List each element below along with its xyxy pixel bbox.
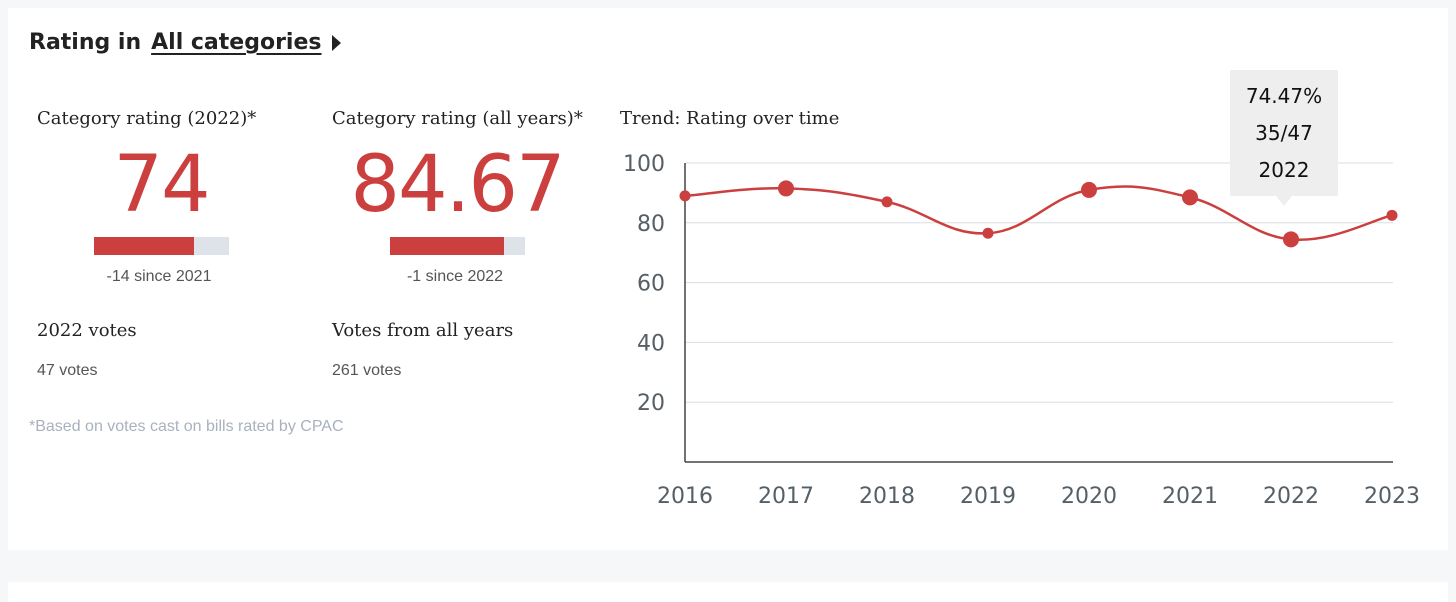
tooltip-percent: 74.47% [1245,83,1323,108]
y-tick-label: 20 [637,391,665,416]
y-tick-label: 40 [637,331,665,356]
rating-card [8,8,1448,550]
x-tick-label: 2022 [1263,484,1319,509]
y-tick-label: 100 [623,152,665,177]
data-point [881,196,893,208]
x-tick-label: 2016 [657,484,713,509]
data-point [778,180,794,197]
rating-bar-fill-all-years [390,237,505,255]
metric-value-all-years: 84.67 [350,140,565,230]
data-point [1386,209,1398,221]
tooltip-votes: 35/47 [1255,120,1313,145]
footnote: *Based on votes cast on bills rated by C… [29,418,344,435]
rating-bar-all-years [390,237,525,255]
chart-tooltip: 74.47% 35/47 2022 [1230,70,1338,206]
x-tick-label: 2020 [1061,484,1117,509]
data-point [982,227,994,239]
data-point [1081,181,1097,198]
y-tick-label: 80 [637,212,665,237]
x-tick-label: 2023 [1364,484,1420,509]
metric-label-2022: Category rating (2022)* [37,108,257,129]
votes-value-2022: 47 votes [37,362,98,379]
header-prefix: Rating in [29,30,142,55]
since-text-2022: -14 since 2021 [106,268,212,285]
data-point [1182,189,1198,206]
x-tick-label: 2021 [1162,484,1218,509]
votes-value-all-years: 261 votes [332,362,402,379]
since-text-all-years: -1 since 2022 [406,268,504,285]
votes-label-2022: 2022 votes [37,320,137,341]
metric-value-2022: 74 [113,140,210,230]
x-tick-label: 2019 [960,484,1016,509]
rating-bar-2022 [94,237,229,255]
category-link[interactable]: All categories [151,30,322,55]
y-tick-label: 60 [637,272,665,297]
chart-title: Trend: Rating over time [620,108,840,129]
metric-label-all-years: Category rating (all years)* [332,108,583,129]
x-tick-label: 2018 [859,484,915,509]
series-line [684,185,1393,241]
rating-bar-fill-2022 [94,237,194,255]
rating-header: Rating in All categories [29,30,341,55]
data-point [1283,231,1299,248]
votes-label-all-years: Votes from all years [332,320,514,341]
x-tick-label: 2017 [758,484,814,509]
tooltip-year: 2022 [1258,157,1310,182]
caret-right-icon[interactable] [331,34,341,51]
data-point [679,190,691,202]
